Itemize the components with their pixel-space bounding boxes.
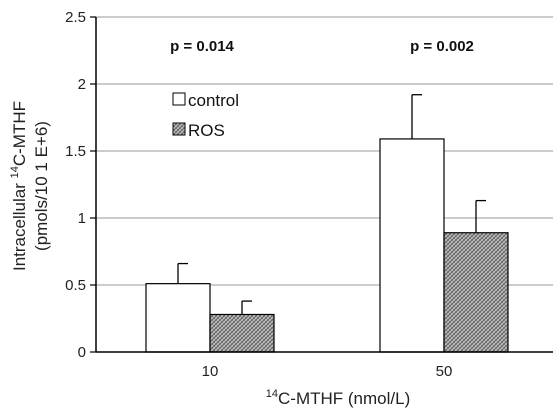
legend-label-control: control — [188, 91, 239, 110]
y-tick-labels: 0 0.5 1 1.5 2 2.5 — [65, 9, 96, 361]
bar-control-50 — [379, 138, 445, 353]
y-axis-title-post: C-MTHF — [10, 101, 29, 166]
y-axis-title: Intracellular 14C-MTHF (pmols/10 1 E+6) — [9, 101, 51, 271]
x-axis-title-sup: 14 — [266, 388, 278, 400]
legend-swatch-ros — [172, 122, 186, 136]
legend-swatch-control — [172, 92, 186, 106]
bars-layer — [145, 138, 509, 353]
y-tick-label: 2 — [78, 76, 86, 93]
y-tick-label: 0 — [78, 344, 86, 361]
legend: control ROS — [172, 91, 239, 140]
y-axis-title-sup: 14 — [9, 166, 21, 178]
x-tick-label: 50 — [436, 363, 453, 380]
bar-control-10 — [145, 283, 211, 353]
p-value-annotation-10: p = 0.014 — [170, 38, 234, 55]
x-tick-labels: 10 50 — [202, 363, 453, 380]
legend-label-ros: ROS — [188, 121, 225, 140]
x-axis-title: 14C-MTHF (nmol/L) — [266, 388, 410, 408]
svg-text:Intracellular 14C-MTHF: Intracellular 14C-MTHF — [9, 101, 29, 271]
y-tick-label: 1.5 — [65, 143, 86, 160]
p-value-annotation-50: p = 0.002 — [410, 38, 474, 55]
x-tick-label: 10 — [202, 363, 219, 380]
y-tick-label: 2.5 — [65, 9, 86, 26]
y-axis-title-line2: (pmols/10 1 E+6) — [32, 121, 51, 251]
x-axis-title-rest: C-MTHF (nmol/L) — [278, 389, 410, 408]
error-bars-layer — [177, 94, 486, 315]
bar-ros-50 — [443, 232, 509, 353]
y-tick-label: 1 — [78, 210, 86, 227]
bar-ros-10 — [209, 313, 275, 353]
y-axis-title-pre: Intracellular — [10, 178, 29, 271]
y-tick-label: 0.5 — [65, 277, 86, 294]
